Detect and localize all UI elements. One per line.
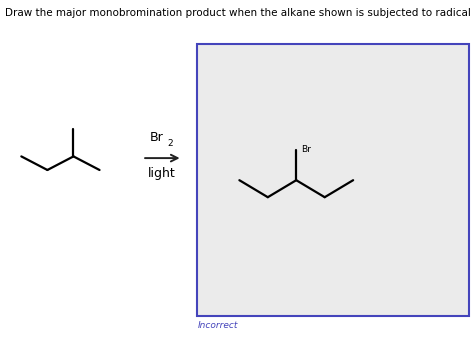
Bar xyxy=(197,44,469,316)
Text: Br: Br xyxy=(149,131,164,144)
Text: light: light xyxy=(148,167,176,180)
Text: Incorrect: Incorrect xyxy=(198,321,238,330)
Text: 2: 2 xyxy=(168,139,173,148)
Text: Draw the major monobromination product when the alkane shown is subjected to rad: Draw the major monobromination product w… xyxy=(5,8,474,18)
Text: Br: Br xyxy=(301,144,311,153)
